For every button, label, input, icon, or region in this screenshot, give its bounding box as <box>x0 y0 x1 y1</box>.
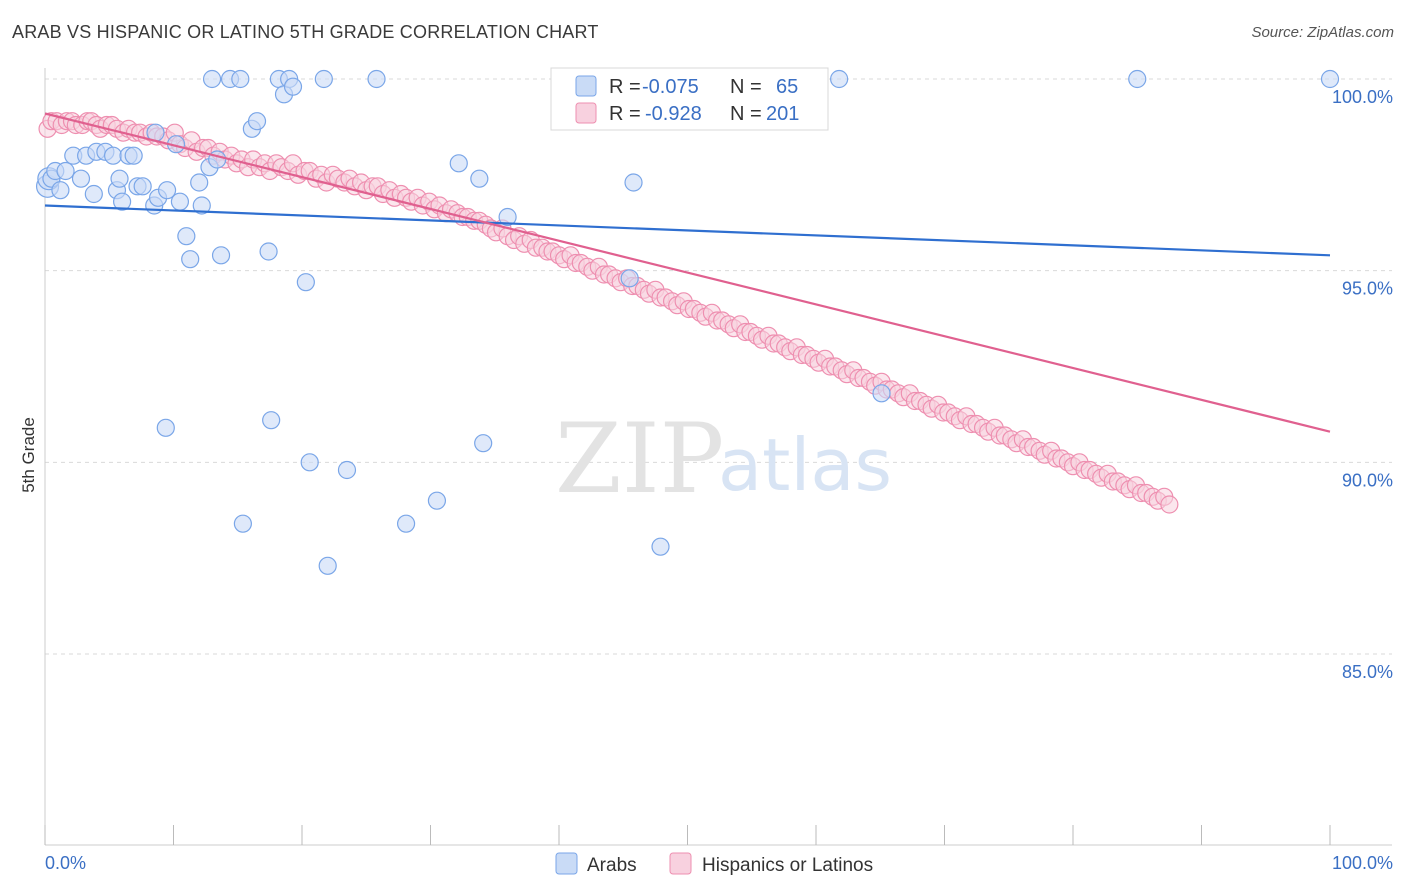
source-label: Source: ZipAtlas.com <box>1251 24 1394 41</box>
watermark-atlas: atlas <box>718 423 892 507</box>
hispanic-trend-line <box>44 112 1331 433</box>
arab-point-31 <box>202 69 222 89</box>
arab-point-12 <box>104 146 123 165</box>
arab-point-54 <box>1320 69 1340 89</box>
y-tick-label-1: 95.0% <box>1342 279 1393 299</box>
legend-r-label-1: R = <box>609 76 641 98</box>
y-tick-label-3: 85.0% <box>1342 662 1393 682</box>
arab-point-65 <box>872 384 891 403</box>
arab-point-50 <box>624 173 643 192</box>
arab-point-43 <box>296 273 315 292</box>
arab-point-9 <box>84 184 103 204</box>
y-tick-labels: 100.0% 95.0% 90.0% 85.0% <box>1332 87 1393 682</box>
legend-swatch-hispanic <box>575 102 597 124</box>
bottom-legend-swatch-hispanic <box>669 852 692 875</box>
stats-legend-box <box>550 67 829 131</box>
legend-n-label-1: N = <box>730 76 762 98</box>
legend-swatch-arabs <box>575 75 597 97</box>
arab-point-19 <box>133 177 152 196</box>
arab-point-59 <box>318 556 337 575</box>
arabs-trend-line <box>44 204 1331 257</box>
arab-point-58 <box>300 453 319 472</box>
legend-r-value-2: -0.928 <box>645 103 702 125</box>
arab-point-35 <box>231 69 250 89</box>
arab-point-44 <box>314 69 333 89</box>
arab-point-62 <box>427 491 447 510</box>
arab-point-46 <box>449 154 468 173</box>
chart-title: ARAB VS HISPANIC OR LATINO 5TH GRADE COR… <box>12 22 599 42</box>
arab-point-55 <box>156 418 175 437</box>
arab-point-15 <box>112 192 132 211</box>
arab-point-49 <box>620 269 639 288</box>
arab-point-63 <box>474 434 493 453</box>
arab-point-53 <box>1128 69 1147 89</box>
arab-point-29 <box>192 196 211 215</box>
legend-n-value-1: 65 <box>776 76 798 98</box>
bottom-legend-arabs: Arabs <box>587 855 637 876</box>
legend-r-label-2: R = <box>609 103 641 125</box>
legend-n-value-2: 201 <box>766 103 799 125</box>
y-axis-label: 5th Grade <box>19 417 38 493</box>
y-tick-label-2: 90.0% <box>1342 470 1393 490</box>
bottom-legend-swatch-arabs <box>555 852 578 875</box>
arab-point-4 <box>51 181 70 200</box>
arab-point-7 <box>71 169 91 188</box>
arab-point-28 <box>190 173 209 192</box>
axes <box>44 68 1392 846</box>
arab-point-27 <box>181 250 200 269</box>
arab-point-45 <box>367 69 386 89</box>
arab-point-17 <box>124 146 143 165</box>
x-tick-label-1: 100.0% <box>1332 853 1393 873</box>
arab-point-5 <box>56 161 75 181</box>
legend-n-label-2: N = <box>730 103 762 125</box>
arab-point-14 <box>110 169 129 188</box>
arab-point-52 <box>830 69 849 89</box>
hispanic-point-200 <box>1160 495 1179 514</box>
arab-point-57 <box>262 411 281 430</box>
series-arabs-points <box>35 69 1340 575</box>
arab-point-60 <box>337 460 357 480</box>
arab-point-42 <box>283 77 303 96</box>
y-tick-label-0: 100.0% <box>1332 87 1393 107</box>
arab-point-33 <box>211 246 231 265</box>
arab-point-23 <box>157 181 177 200</box>
arab-point-47 <box>470 169 489 188</box>
x-tick-labels: 0.0% 100.0% <box>45 853 1393 873</box>
arab-point-64 <box>651 537 670 556</box>
arab-point-56 <box>233 514 252 533</box>
x-tick-label-0: 0.0% <box>45 853 86 873</box>
bottom-legend: Arabs Hispanics or Latinos <box>555 852 873 876</box>
watermark-zip: ZIP <box>555 403 724 515</box>
legend-r-value-1: -0.075 <box>642 76 699 98</box>
arab-point-48 <box>498 207 517 227</box>
bottom-legend-hispanic: Hispanics or Latinos <box>702 855 873 876</box>
arab-point-26 <box>177 227 196 246</box>
arab-point-37 <box>247 112 267 131</box>
arab-point-25 <box>170 192 190 211</box>
arab-point-38 <box>259 242 278 261</box>
arab-point-61 <box>396 514 416 533</box>
trend-lines <box>44 112 1331 433</box>
stats-legend: R = -0.075 N = 65 R = -0.928 N = 201 <box>550 67 829 131</box>
